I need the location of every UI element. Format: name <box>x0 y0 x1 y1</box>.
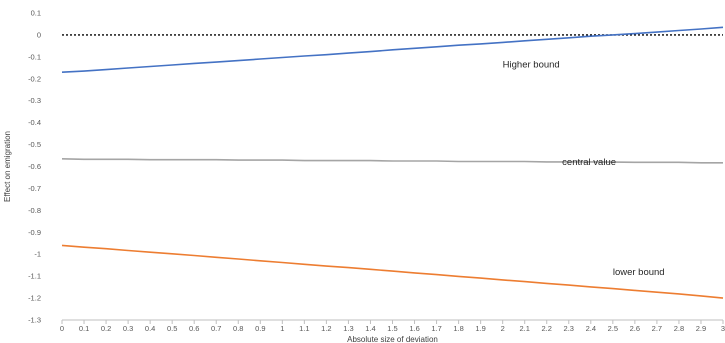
y-tick-label: 0.1 <box>31 9 41 18</box>
x-tick-label: 0.9 <box>255 324 265 333</box>
y-tick-label: -1.3 <box>28 316 41 325</box>
series-layer <box>61 26 724 299</box>
x-tick-label: 0.5 <box>167 324 177 333</box>
y-tick-label: -0.1 <box>28 52 41 61</box>
x-tick-label: 1.3 <box>343 324 353 333</box>
x-tick-label: 2.8 <box>674 324 684 333</box>
x-tick-label: 2 <box>501 324 505 333</box>
x-tick-label: 2.3 <box>564 324 574 333</box>
y-tick-label: -0.8 <box>28 206 41 215</box>
annotation-layer: Higher bound central value lower bound <box>503 60 665 278</box>
x-tick-label: 1.8 <box>453 324 463 333</box>
x-tick-label: 0 <box>60 324 64 333</box>
x-tick-label: 1.4 <box>365 324 375 333</box>
x-tick-label: 2.7 <box>652 324 662 333</box>
y-tick-label: -0.7 <box>28 184 41 193</box>
x-tick-label: 2.5 <box>608 324 618 333</box>
x-tick-label: 0.7 <box>211 324 221 333</box>
y-tick-label: -0.4 <box>28 118 41 127</box>
x-tick-label: 0.3 <box>123 324 133 333</box>
x-tick-label: 2.6 <box>630 324 640 333</box>
annotation-label: central value <box>562 157 616 168</box>
x-tick-label: 3 <box>721 324 725 333</box>
y-axis-title: Effect on emigration <box>3 131 12 202</box>
series-line-higher-bound <box>61 26 724 73</box>
y-tick-label: -1 <box>34 250 41 259</box>
series-line-lower-bound <box>61 244 724 299</box>
series-line-central-value <box>61 158 723 164</box>
x-tick-label: 1.9 <box>475 324 485 333</box>
x-tick-label: 1.5 <box>387 324 397 333</box>
y-tick-label: 0 <box>37 30 41 39</box>
x-tick-label: 2.9 <box>696 324 706 333</box>
x-axis-title: Absolute size of deviation <box>347 335 438 343</box>
y-tick-label: -1.2 <box>28 294 41 303</box>
y-tick-label: -0.2 <box>28 74 41 83</box>
x-tick-label: 2.4 <box>586 324 596 333</box>
y-tick-label: -0.3 <box>28 96 41 105</box>
x-tick-label: 1.2 <box>321 324 331 333</box>
y-tick-label: -1.1 <box>28 272 41 281</box>
y-tick-label: -0.5 <box>28 140 41 149</box>
x-tick-label: 0.1 <box>79 324 89 333</box>
x-tick-label: 0.4 <box>145 324 155 333</box>
x-tick-label: 1.7 <box>431 324 441 333</box>
y-tick-label: -0.6 <box>28 162 41 171</box>
x-tick-label: 2.1 <box>519 324 529 333</box>
x-tick-label: 1.6 <box>409 324 419 333</box>
x-tick-label: 1 <box>280 324 284 333</box>
x-tick-label: 2.2 <box>542 324 552 333</box>
y-axis: 0.1 0 -0.1 -0.2 -0.3 -0.4 -0.5 -0.6 -0.7 -0.8 -0.9… <box>28 9 41 325</box>
y-tick-label: -0.9 <box>28 228 41 237</box>
x-tick-label: 0.6 <box>189 324 199 333</box>
x-tick-label: 0.8 <box>233 324 243 333</box>
x-tick-label: 1.1 <box>299 324 309 333</box>
annotation-label: Higher bound <box>503 60 560 71</box>
x-tick-label: 0.2 <box>101 324 111 333</box>
annotation-label: lower bound <box>613 267 665 278</box>
x-axis: 0 0.1 0.2 0.3 0.4 0.5 0.6 0.7 0.8 0.9 1 1.1 1.2 1.3 1.… <box>60 319 725 333</box>
